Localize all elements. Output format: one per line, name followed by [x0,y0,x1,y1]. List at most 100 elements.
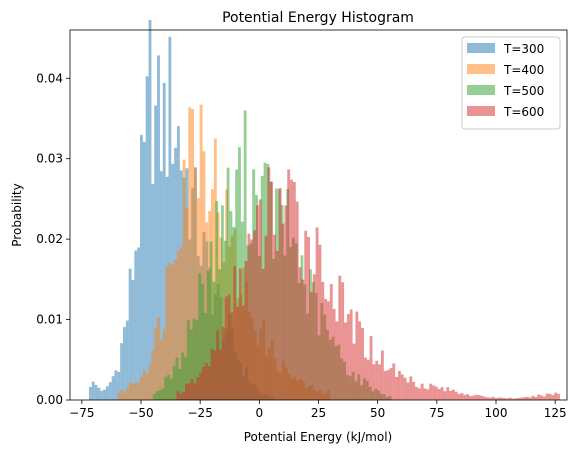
x-tick-label: 25 [311,406,326,420]
histogram-bar [154,327,158,400]
histogram-bar [258,199,262,400]
histogram-bar [292,181,296,400]
histogram-bar [215,201,219,400]
histogram-bar [131,383,135,400]
histogram-bar [537,394,541,400]
histogram-bar [542,396,546,400]
y-axis-label: Probability [10,183,24,246]
histogram-bar [204,362,208,400]
histogram-bar [301,279,305,400]
legend-swatch [467,85,495,95]
histogram-bar [243,110,247,400]
x-tick-label: −25 [188,406,213,420]
x-tick-label: −75 [69,406,94,420]
histogram-bar [429,383,433,400]
histogram-bar [366,359,370,400]
histogram-bar [176,391,180,400]
histogram-bar [172,365,176,400]
histogram-bar [157,55,160,401]
histogram-bars [88,20,560,401]
histogram-bar [503,398,506,400]
histogram-bar [415,386,418,400]
histogram-bar [494,398,498,400]
histogram-bar [227,294,231,400]
x-axis-label: Potential Energy (kJ/mol) [244,430,392,444]
histogram-bar [179,393,183,400]
x-tick-label: 125 [544,406,567,420]
histogram-bar [434,386,438,400]
histogram-bar [154,105,158,401]
histogram-bar [284,205,288,400]
histogram-bar [338,275,342,400]
histogram-bar [511,398,515,400]
histogram-bar [192,318,196,400]
histogram-bar [406,382,410,400]
histogram-bar [168,262,172,400]
histogram-bar [352,343,356,400]
histogram-bar [125,320,129,400]
histogram-bar [309,292,313,400]
histogram-bar [324,298,328,400]
histogram-bar [363,357,367,400]
histogram-bar [361,327,364,400]
legend-label: T=600 [503,105,544,119]
histogram-bar [182,159,186,400]
histogram-bar [528,397,532,400]
histogram-bar [497,397,501,400]
histogram-bar [477,395,481,400]
histogram-bar [403,377,407,400]
histogram-bar [226,167,230,400]
legend: T=300 T=400 T=500 T=600 [461,36,561,130]
histogram-bar [514,398,518,400]
histogram-bar [554,392,558,400]
histogram-bar [145,76,149,401]
histogram-bar [191,108,195,401]
histogram-bar [193,383,197,400]
y-tick-label: 0.01 [36,313,63,327]
histogram-bar [88,386,92,400]
histogram-bar [557,393,560,400]
histogram-bar [151,350,155,400]
histogram-bar [188,107,192,401]
histogram-bar [443,391,447,400]
histogram-bar [398,370,401,400]
histogram-bar [117,393,121,400]
histogram-bar [114,370,118,400]
histogram-bar [187,383,191,400]
histogram-bar [182,391,186,400]
histogram-bar [213,350,217,400]
histogram-bar [417,388,421,400]
series-t-600 [176,167,560,400]
histogram-bar [332,309,336,400]
x-tick-label: 50 [370,406,385,420]
histogram-bar [128,382,132,400]
histogram-bar [128,268,132,400]
histogram-bar [358,321,362,400]
histogram-bar [451,389,455,400]
y-tick-label: 0.02 [36,232,63,246]
histogram-bar [108,382,112,400]
histogram-bar [181,352,185,400]
histogram-bar [474,394,478,400]
histogram-bar [137,382,141,400]
histogram-bar [454,391,458,400]
histogram-bar [219,349,222,400]
histogram-bar [471,395,475,400]
histogram-bar [125,387,129,400]
histogram-bar [213,138,217,400]
x-tick-label: 0 [256,406,264,420]
histogram-bar [148,364,152,400]
histogram-bar [202,366,205,400]
histogram-bar [369,336,373,400]
histogram-bar [201,283,204,400]
histogram-bar [174,259,177,400]
histogram-bar [145,373,149,400]
histogram-bar [176,250,180,400]
histogram-bar [341,282,345,400]
histogram-bar [505,398,509,400]
histogram-bar [151,183,155,400]
histogram-bar [256,205,259,400]
histogram-bar [229,211,233,400]
y-tick-label: 0.03 [36,152,63,166]
